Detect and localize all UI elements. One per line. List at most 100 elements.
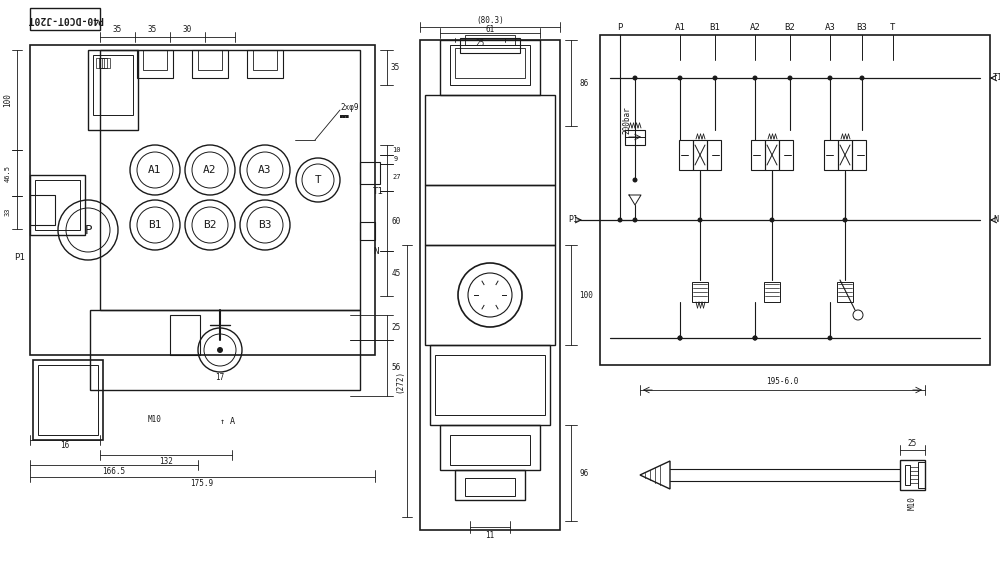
Bar [198, 50, 222, 70]
Bar [852, 140, 866, 170]
Text: 96: 96 [579, 468, 588, 477]
Text: P: P [617, 23, 623, 32]
Circle shape [678, 336, 682, 340]
Bar [692, 282, 708, 302]
Text: A2: A2 [750, 23, 760, 32]
Bar [30, 8, 100, 30]
Bar [764, 282, 780, 302]
Bar [425, 95, 555, 185]
Bar [33, 360, 103, 440]
Text: P1: P1 [568, 215, 578, 224]
Circle shape [842, 218, 848, 222]
Text: 11: 11 [485, 531, 495, 539]
Bar [99, 58, 107, 68]
Bar [100, 50, 360, 310]
Text: B1: B1 [710, 23, 720, 32]
Text: 35: 35 [390, 62, 400, 72]
Text: B3: B3 [857, 23, 867, 32]
Text: 175.9: 175.9 [190, 478, 214, 487]
Bar [30, 195, 55, 225]
Circle shape [698, 218, 702, 222]
Bar [102, 58, 110, 68]
Text: 45: 45 [391, 268, 401, 278]
Circle shape [828, 336, 832, 340]
Bar [693, 140, 707, 170]
Circle shape [633, 76, 638, 80]
Bar [905, 465, 910, 485]
Bar [38, 365, 98, 435]
Text: 35: 35 [147, 25, 157, 35]
Text: T1: T1 [373, 187, 384, 197]
Bar [360, 222, 375, 240]
Text: 100: 100 [579, 291, 593, 299]
Bar [253, 50, 277, 70]
Bar [30, 45, 375, 355]
Bar [455, 470, 525, 500]
Bar [679, 140, 693, 170]
Text: ■■■: ■■■ [340, 113, 349, 119]
Text: B2: B2 [785, 23, 795, 32]
Text: (272): (272) [396, 369, 404, 393]
Bar [247, 50, 283, 78]
Text: (80.3): (80.3) [476, 15, 504, 25]
Bar [600, 35, 990, 365]
Bar [425, 185, 555, 245]
Circle shape [217, 347, 223, 353]
Bar [455, 48, 525, 78]
Text: 30: 30 [182, 25, 192, 35]
Text: 132: 132 [159, 457, 173, 465]
Text: T1: T1 [993, 73, 1000, 83]
Text: B1: B1 [148, 220, 162, 230]
Bar [751, 140, 765, 170]
Bar [35, 180, 80, 230]
Circle shape [753, 336, 758, 340]
Bar [360, 162, 380, 184]
Text: 200bar: 200bar [622, 106, 632, 134]
Circle shape [860, 76, 864, 80]
Text: 60: 60 [391, 217, 401, 225]
Circle shape [712, 76, 718, 80]
Text: 46.5: 46.5 [5, 164, 11, 181]
Text: 195-6.0: 195-6.0 [766, 377, 799, 386]
Bar [170, 315, 200, 355]
Circle shape [828, 76, 832, 80]
Text: T: T [890, 23, 896, 32]
Text: 16: 16 [60, 441, 70, 450]
Bar [440, 425, 540, 470]
Text: A3: A3 [825, 23, 835, 32]
Text: ↑ A: ↑ A [220, 417, 235, 427]
Text: P: P [84, 224, 92, 237]
Text: 25: 25 [475, 39, 485, 49]
Text: 25: 25 [391, 322, 401, 332]
Bar [465, 478, 515, 496]
Text: A1: A1 [148, 165, 162, 175]
Text: 100: 100 [4, 93, 12, 107]
Bar [440, 40, 540, 95]
Bar [425, 245, 555, 345]
Circle shape [618, 218, 622, 222]
Bar [837, 282, 853, 302]
Text: 25: 25 [907, 438, 917, 447]
Text: 35: 35 [112, 25, 122, 35]
Text: B3: B3 [258, 220, 272, 230]
Bar [30, 175, 85, 235]
Text: 56: 56 [391, 363, 401, 373]
Text: N: N [993, 215, 998, 224]
Bar [779, 140, 793, 170]
Text: 10: 10 [392, 147, 400, 153]
Text: A3: A3 [258, 165, 272, 175]
Text: P1: P1 [14, 254, 25, 262]
Bar [460, 38, 520, 53]
Bar [430, 345, 550, 425]
Bar [143, 50, 167, 70]
Text: P40-DC0T-J20T: P40-DC0T-J20T [27, 14, 103, 24]
Circle shape [678, 336, 682, 340]
Bar [765, 140, 779, 170]
Text: 33: 33 [5, 208, 11, 216]
Text: M10: M10 [148, 416, 162, 424]
Text: N: N [373, 248, 378, 257]
Bar [450, 45, 530, 85]
Bar [137, 50, 173, 78]
Circle shape [753, 336, 758, 340]
Bar [838, 140, 852, 170]
